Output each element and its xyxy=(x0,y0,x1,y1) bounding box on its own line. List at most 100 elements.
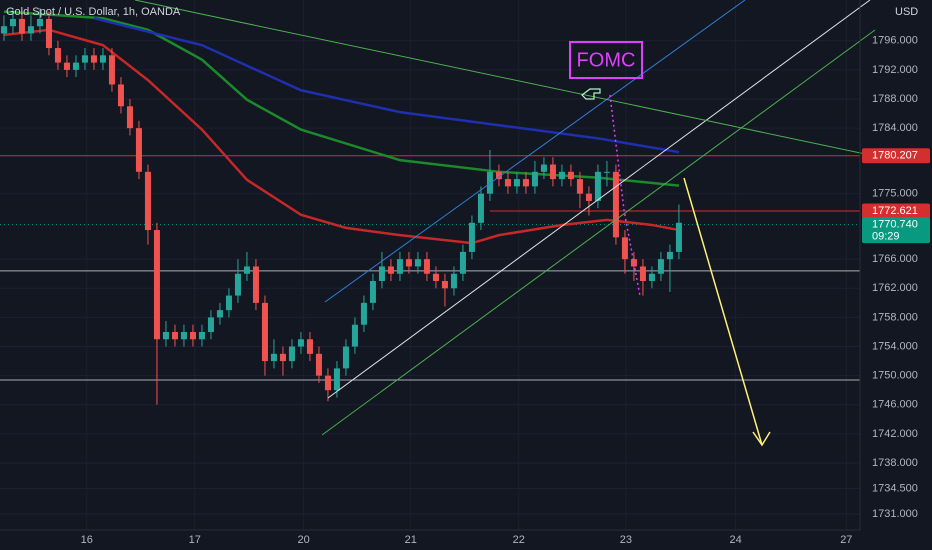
candles-layer xyxy=(0,8,682,405)
x-tick-label: 16 xyxy=(81,534,93,546)
candle-body xyxy=(99,55,106,63)
y-tick-label: 1746.000 xyxy=(872,399,918,411)
price-label: 1770.740 xyxy=(872,219,918,231)
candle-body xyxy=(108,55,115,85)
candle-body xyxy=(612,171,619,238)
y-tick-label: 1788.000 xyxy=(872,93,918,105)
chart-title: Gold Spot / U.S. Dollar, 1h, OANDA xyxy=(6,6,181,18)
candle-body xyxy=(351,324,358,347)
candle-body xyxy=(306,339,313,354)
candle-body xyxy=(540,164,547,172)
y-tick-label: 1762.000 xyxy=(872,282,918,294)
x-tick-label: 21 xyxy=(405,534,417,546)
grid-layer xyxy=(0,0,860,530)
fomc-label: FOMC xyxy=(577,49,636,71)
y-tick-label: 1766.000 xyxy=(872,253,918,265)
moving-average xyxy=(3,28,680,245)
candle-body xyxy=(27,26,34,34)
candle-body xyxy=(369,281,376,303)
candle-body xyxy=(297,339,304,347)
y-tick-label: 1731.000 xyxy=(872,508,918,520)
descending-trendline xyxy=(134,0,871,156)
candle-body xyxy=(144,171,151,231)
candle-body xyxy=(279,353,286,362)
candle-body xyxy=(531,171,538,187)
candle-body xyxy=(477,193,484,223)
candle-body xyxy=(468,222,475,252)
candle-body xyxy=(450,273,457,289)
candle-body xyxy=(513,179,520,187)
candle-body xyxy=(180,331,187,340)
candle-body xyxy=(207,317,214,332)
candle-body xyxy=(45,18,52,49)
y-tick-label: 1775.000 xyxy=(872,188,918,200)
candle-body xyxy=(36,18,43,27)
candle-body xyxy=(261,302,268,362)
y-tick-label: 1796.000 xyxy=(872,35,918,47)
y-tick-label: 1750.000 xyxy=(872,370,918,382)
channel-middle xyxy=(327,0,871,399)
candle-body xyxy=(441,281,448,289)
candle-body xyxy=(414,259,421,267)
x-tick-label: 23 xyxy=(620,534,632,546)
candle-body xyxy=(270,353,277,362)
candle-body xyxy=(594,171,601,201)
currency-label: USD xyxy=(895,6,918,18)
candle-body xyxy=(225,295,232,311)
candle-body xyxy=(9,18,16,27)
y-tick-label: 1758.000 xyxy=(872,311,918,323)
candle-body xyxy=(90,55,97,63)
candle-body xyxy=(288,346,295,362)
axis-layer: 1796.000 1792.000 1788.000 1784.000 1775.000… xyxy=(81,35,930,546)
candle-body xyxy=(630,259,637,267)
candle-body xyxy=(333,368,340,391)
candle-body xyxy=(639,266,646,282)
y-tick-label: 1784.000 xyxy=(872,122,918,134)
candle-body xyxy=(162,331,169,340)
y-tick-label: 1792.000 xyxy=(872,64,918,76)
candle-body xyxy=(198,331,205,340)
candle-body xyxy=(603,171,610,173)
candle-body xyxy=(243,266,250,274)
hand-icon xyxy=(581,88,601,100)
moving-average xyxy=(93,16,680,154)
price-label: 1772.621 xyxy=(872,205,918,217)
candle-body xyxy=(63,62,70,70)
candle-body xyxy=(549,164,556,180)
drawings: FOMC xyxy=(134,0,876,447)
candle-body xyxy=(657,259,664,274)
candle-body xyxy=(342,346,349,369)
price-label-box xyxy=(862,203,930,219)
candle-body xyxy=(621,237,628,260)
candle-body xyxy=(216,310,223,318)
price-label-box xyxy=(862,148,930,164)
candle-body xyxy=(72,62,79,70)
x-tick-label: 24 xyxy=(730,534,742,546)
candle-body xyxy=(171,331,178,340)
candle-body xyxy=(54,48,61,63)
candle-body xyxy=(432,273,439,282)
candle-body xyxy=(378,266,385,282)
x-tick-label: 22 xyxy=(513,534,525,546)
y-tick-label: 1734.500 xyxy=(872,482,918,494)
candle-body xyxy=(486,171,493,194)
candle-body xyxy=(495,171,502,180)
countdown-label: 09:29 xyxy=(872,231,900,243)
fomc-box xyxy=(569,41,643,79)
candle-body xyxy=(522,179,529,187)
candle-body xyxy=(585,193,592,201)
candle-body xyxy=(315,353,322,376)
candle-body xyxy=(18,18,25,34)
candle-body xyxy=(153,230,160,340)
price-label-box xyxy=(862,217,930,244)
forecast-arrow xyxy=(683,177,763,446)
candle-body xyxy=(0,26,7,34)
x-tick-label: 27 xyxy=(840,534,852,546)
y-tick-label: 1754.000 xyxy=(872,340,918,352)
channel-upper xyxy=(324,0,746,303)
candle-body xyxy=(567,171,574,180)
candle-body xyxy=(504,179,511,187)
candle-body xyxy=(459,251,466,274)
candle-body xyxy=(558,171,565,180)
